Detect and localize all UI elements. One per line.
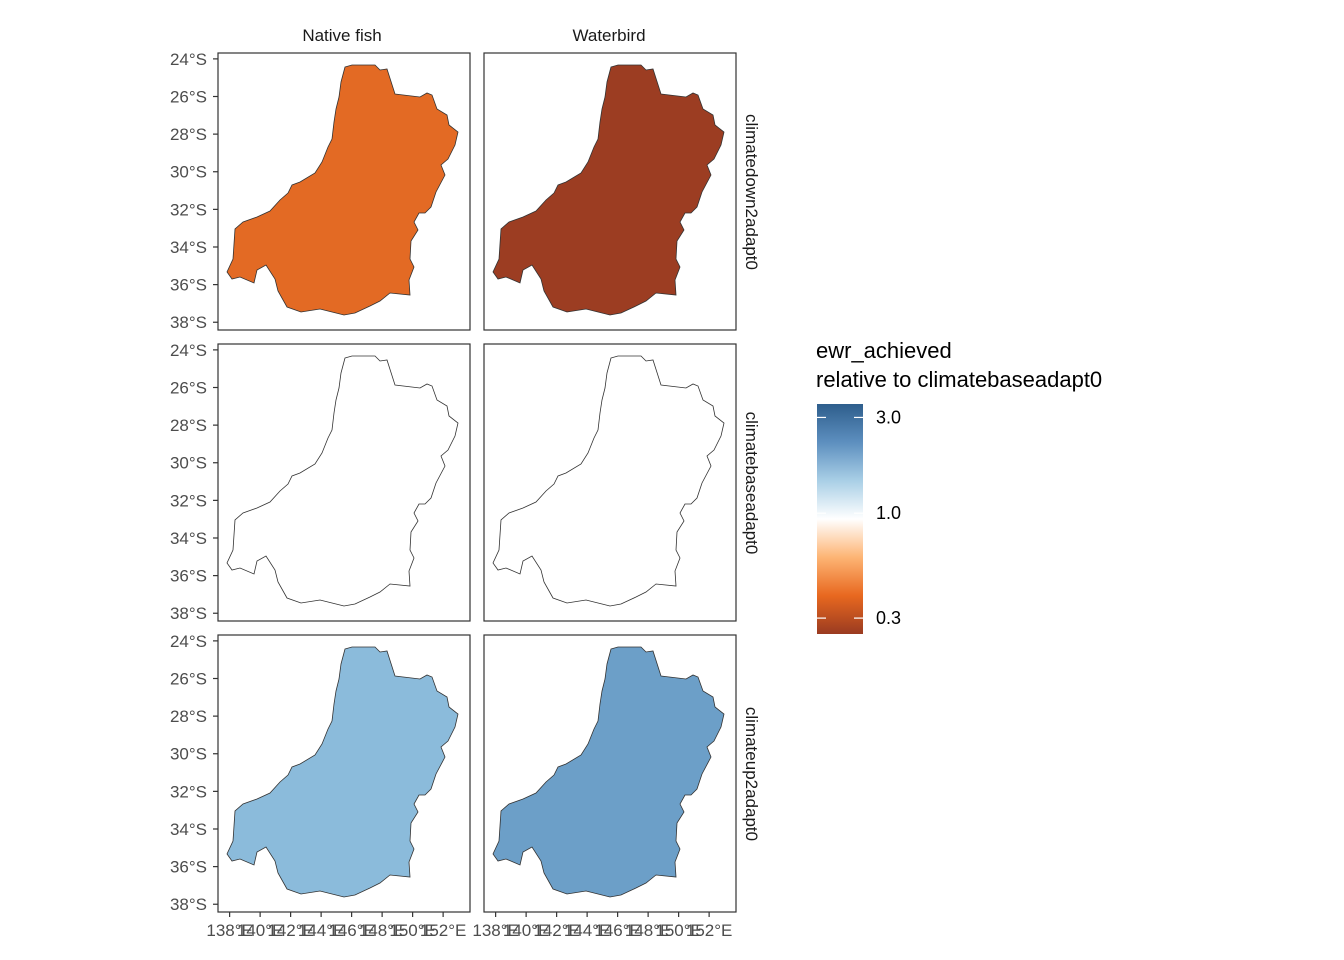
legend-label: 1.0 <box>876 503 901 523</box>
y-tick-label: 28°S <box>170 125 207 144</box>
x-tick-label: 146°E <box>328 921 375 940</box>
map-panel-climateup2adapt0-waterbird <box>483 634 737 913</box>
map-panel-climatedown2adapt0-waterbird <box>483 52 737 331</box>
x-tick-label: 142°E <box>533 921 580 940</box>
x-tick-label: 152°E <box>686 921 733 940</box>
map-panels <box>217 52 737 913</box>
row-label-climatebaseadapt0: climatebaseadapt0 <box>742 412 761 555</box>
legend-label: 3.0 <box>876 407 901 427</box>
map-panel-climatebaseadapt0-waterbird <box>483 343 737 622</box>
y-tick-label: 30°S <box>170 745 207 764</box>
y-tick-label: 34°S <box>170 820 207 839</box>
x-tick-label: 148°E <box>359 921 406 940</box>
y-tick-label: 26°S <box>170 88 207 107</box>
y-tick-label: 30°S <box>170 163 207 182</box>
y-tick-label: 34°S <box>170 238 207 257</box>
x-tick-label: 138°E <box>472 921 519 940</box>
x-tick-label: 140°E <box>503 921 550 940</box>
y-tick-label: 32°S <box>170 491 207 510</box>
x-tick-label: 150°E <box>655 921 702 940</box>
legend-colorbar <box>817 404 863 634</box>
x-tick-label: 140°E <box>237 921 284 940</box>
x-tick-label: 152°E <box>420 921 467 940</box>
y-tick-label: 28°S <box>170 707 207 726</box>
y-tick-label: 30°S <box>170 454 207 473</box>
y-tick-label: 34°S <box>170 529 207 548</box>
y-tick-label: 24°S <box>170 341 207 360</box>
x-tick-label: 146°E <box>594 921 641 940</box>
column-label-native-fish: Native fish <box>302 26 381 45</box>
map-panel-climatedown2adapt0-native-fish <box>217 52 471 331</box>
y-tick-label: 36°S <box>170 276 207 295</box>
x-tick-label: 144°E <box>564 921 611 940</box>
y-axes: 24°S 24°S 24°S 26°S 26°S 26°S 28°S 28°S 28°S 30°S… <box>170 50 218 914</box>
y-tick-label: 38°S <box>170 604 207 623</box>
x-tick-label: 138°E <box>206 921 253 940</box>
y-tick-label: 24°S <box>170 50 207 69</box>
y-tick-label: 38°S <box>170 895 207 914</box>
map-panel-climatebaseadapt0-native-fish <box>217 343 471 622</box>
column-label-waterbird: Waterbird <box>572 26 645 45</box>
legend-label: 0.3 <box>876 608 901 628</box>
y-tick-label: 28°S <box>170 416 207 435</box>
legend-title-line1: ewr_achieved <box>816 338 952 363</box>
y-tick-label: 32°S <box>170 200 207 219</box>
y-tick-label: 36°S <box>170 858 207 877</box>
y-tick-label: 38°S <box>170 313 207 332</box>
row-label-climateup2adapt0: climateup2adapt0 <box>742 707 761 841</box>
legend: ewr_achieved relative to climatebaseadap… <box>816 338 1102 634</box>
x-tick-label: 148°E <box>625 921 672 940</box>
x-tick-label: 142°E <box>267 921 314 940</box>
y-tick-label: 36°S <box>170 567 207 586</box>
row-label-climatedown2adapt0: climatedown2adapt0 <box>742 114 761 270</box>
legend-ticks: 3.0 1.0 0.3 <box>817 407 901 628</box>
map-panel-climateup2adapt0-native-fish <box>217 634 471 913</box>
y-tick-label: 32°S <box>170 782 207 801</box>
x-tick-label: 150°E <box>389 921 436 940</box>
y-tick-label: 26°S <box>170 670 207 689</box>
x-tick-label: 144°E <box>298 921 345 940</box>
y-tick-label: 24°S <box>170 632 207 651</box>
y-tick-label: 26°S <box>170 379 207 398</box>
legend-title-line2: relative to climatebaseadapt0 <box>816 367 1102 392</box>
